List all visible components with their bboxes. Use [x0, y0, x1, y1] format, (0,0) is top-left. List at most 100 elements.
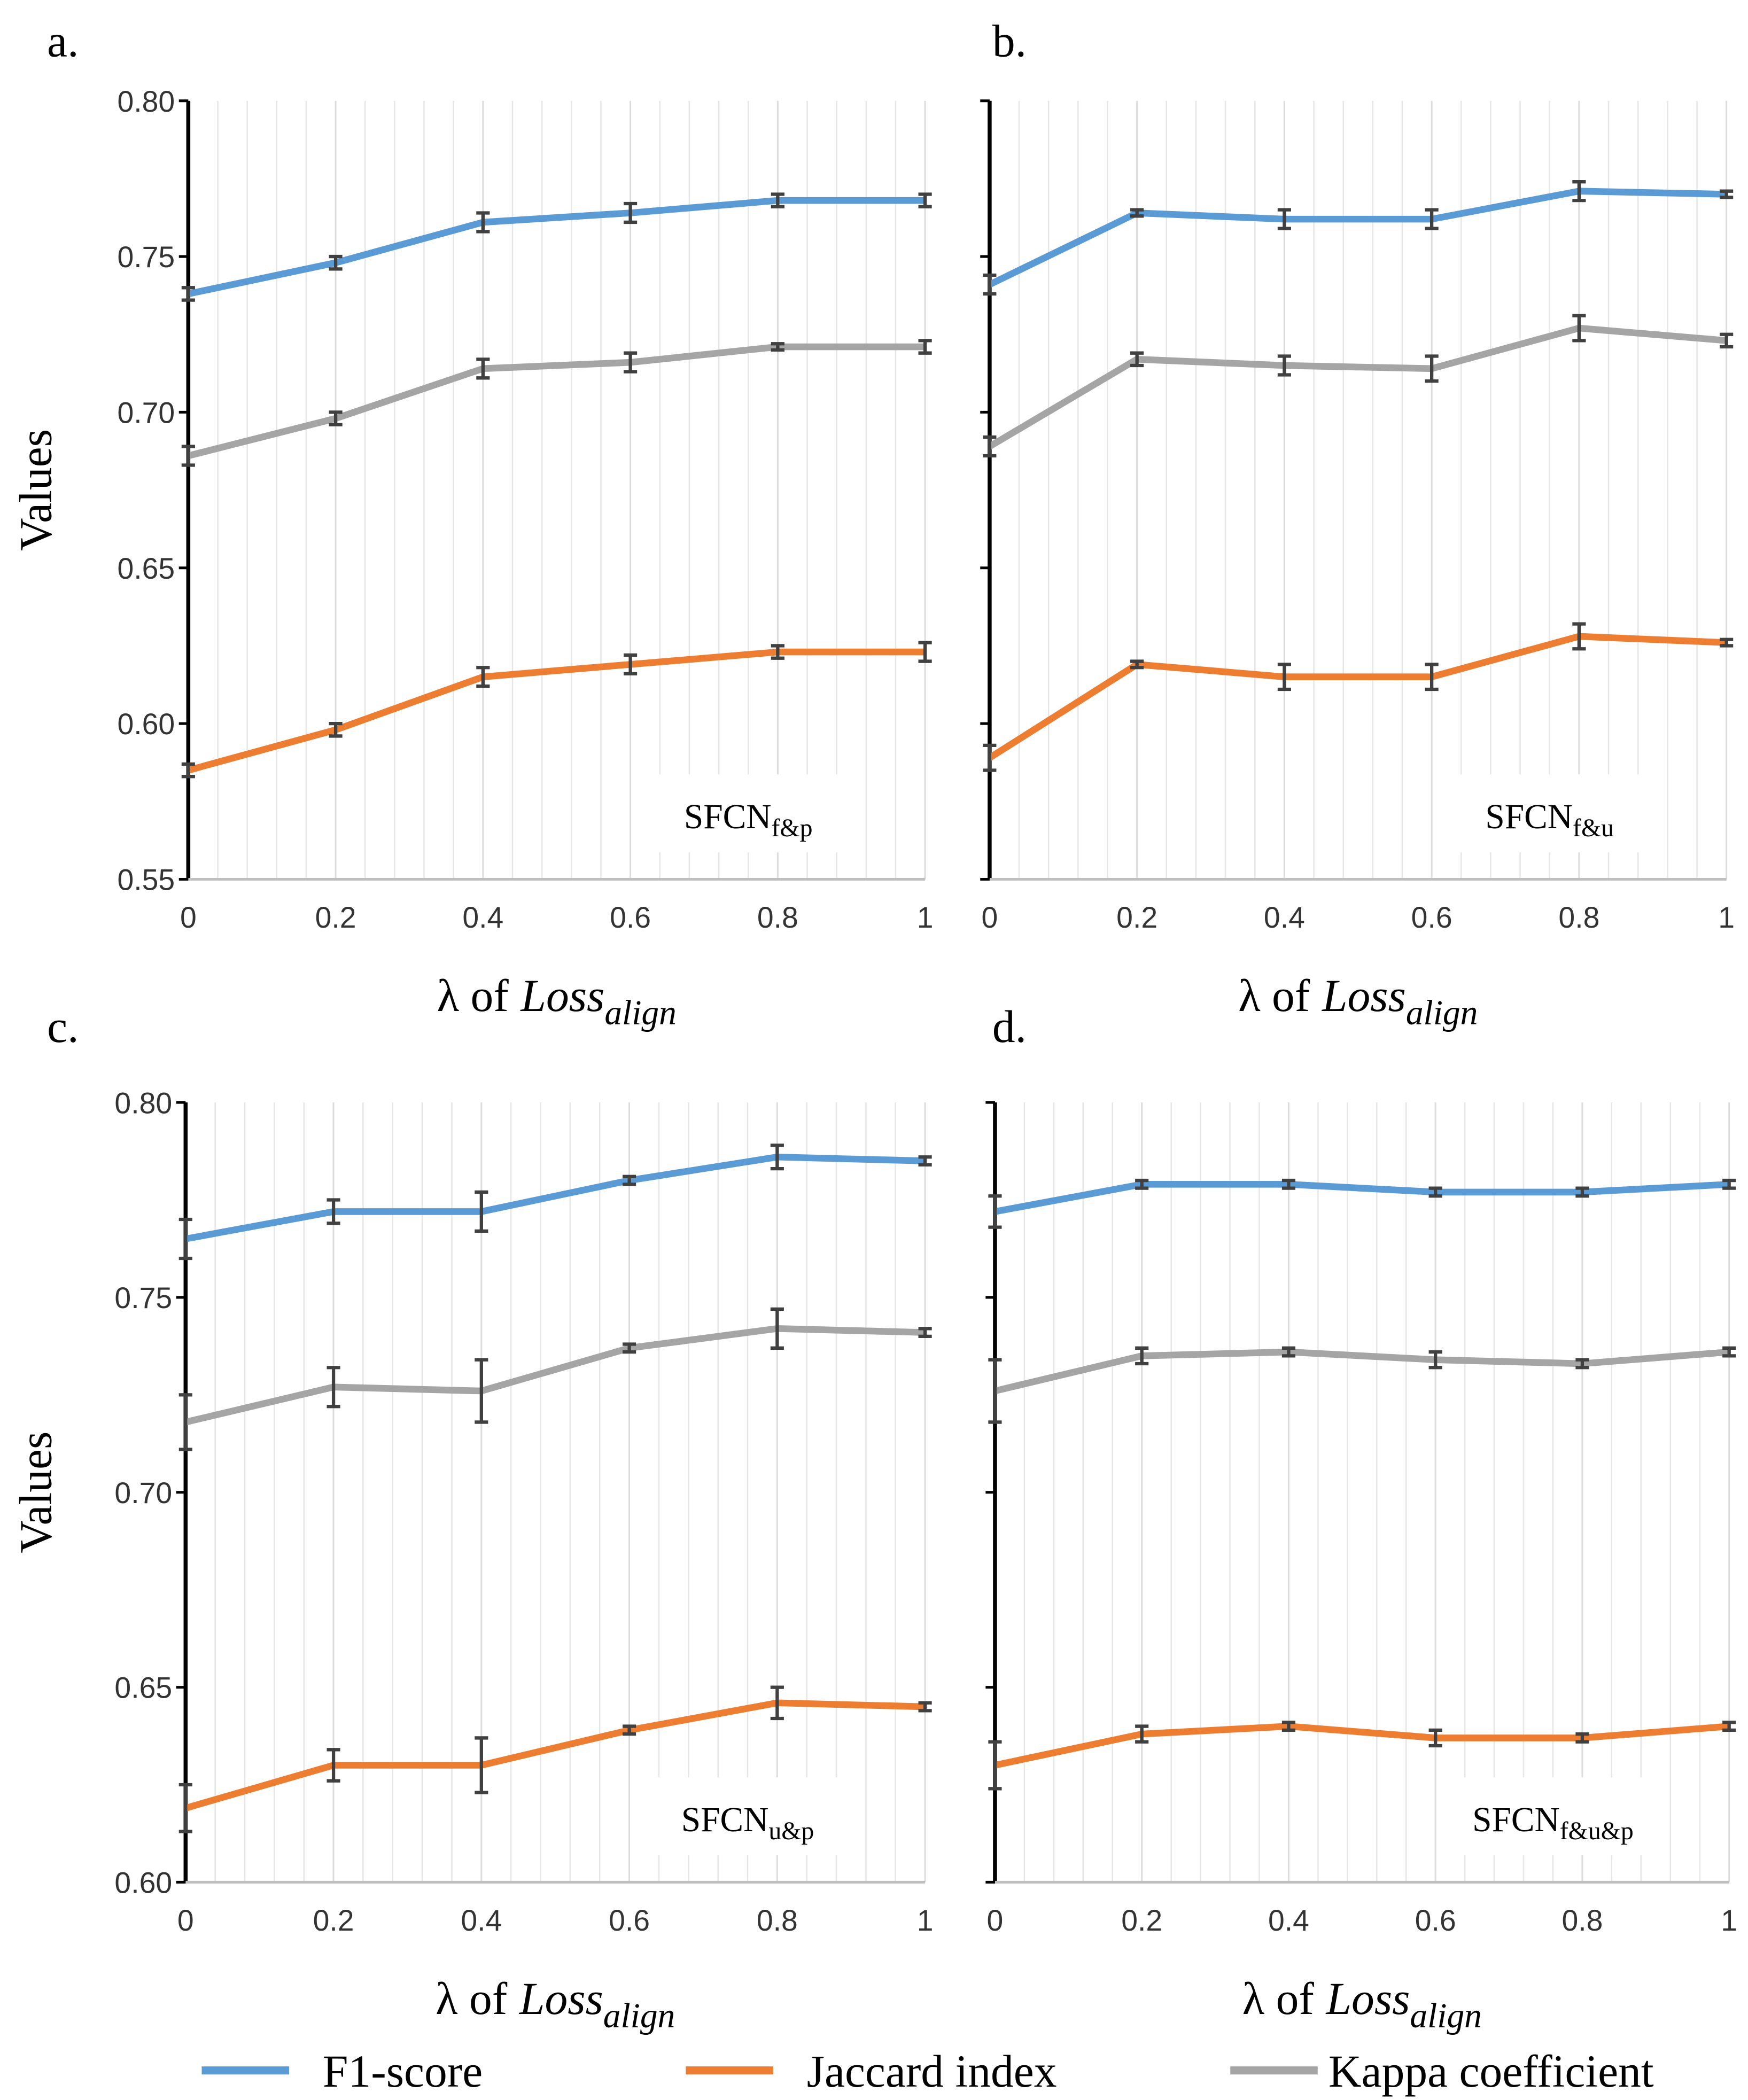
x-tick-label: 1 — [1718, 901, 1735, 934]
error-bar — [770, 1685, 784, 1721]
error-bar — [1281, 1721, 1296, 1732]
error-bar — [918, 1701, 932, 1713]
panel-label: c. — [47, 1001, 79, 1052]
error-bar — [475, 1358, 488, 1424]
y-tick-label: 0.80 — [114, 1086, 172, 1119]
x-label-sub: align — [603, 1997, 675, 2035]
annotation-sub: u&p — [768, 1817, 814, 1845]
error-bar — [1572, 314, 1586, 343]
error-bar — [476, 357, 490, 380]
x-axis-label: λ of Lossalign — [1238, 970, 1478, 1032]
x-tick-label: 1 — [917, 1904, 934, 1937]
x-tick-label: 0.4 — [1264, 901, 1305, 934]
error-bar — [1722, 1178, 1736, 1190]
error-bar — [1720, 637, 1734, 648]
series-line — [188, 197, 926, 298]
error-bar — [988, 1194, 1002, 1229]
error-bar — [624, 351, 638, 374]
error-bar — [623, 1175, 636, 1186]
annotation: SFCNf&p — [684, 798, 813, 842]
x-tick-label: 0.4 — [1268, 1904, 1309, 1937]
error-bar — [329, 254, 343, 271]
error-bar — [623, 1724, 636, 1736]
error-bar — [918, 1155, 932, 1167]
x-label-italic: Loss — [1322, 970, 1406, 1021]
error-bar — [1281, 1346, 1296, 1358]
annotation: SFCNf&u — [1485, 798, 1614, 842]
x-tick-label: 1 — [1721, 1904, 1737, 1937]
annotation-main: SFCN — [1485, 798, 1573, 836]
error-bar — [983, 435, 997, 458]
y-tick-label: 0.65 — [114, 1671, 172, 1705]
error-bar — [1277, 354, 1291, 377]
error-bar — [770, 1144, 784, 1171]
annotation-sub: f&p — [772, 814, 813, 842]
y-tick-label: 0.60 — [117, 707, 175, 741]
x-tick-label: 0 — [177, 1904, 194, 1937]
error-bar — [178, 1393, 192, 1451]
annotation-main: SFCN — [684, 798, 772, 836]
series-line — [187, 648, 926, 774]
error-bar — [771, 192, 784, 208]
error-bar — [1281, 1178, 1296, 1190]
series-line — [988, 633, 1727, 761]
error-bar — [1428, 1728, 1442, 1748]
error-bar — [329, 721, 343, 738]
error-bar — [1575, 1732, 1589, 1744]
y-tick-label: 0.55 — [117, 864, 175, 897]
error-bar — [327, 1198, 340, 1225]
x-label-text: λ of — [1238, 970, 1310, 1021]
x-label-sub: align — [604, 994, 676, 1032]
error-bar — [918, 1327, 932, 1339]
x-tick-label: 0.6 — [1415, 1904, 1456, 1937]
series-line — [184, 1699, 926, 1811]
error-bar — [181, 286, 195, 302]
error-bar — [178, 1217, 192, 1261]
y-axis-label: Values — [11, 429, 61, 551]
series-line — [187, 343, 926, 460]
y-tick-label: 0.75 — [114, 1281, 172, 1315]
error-bar — [327, 1366, 340, 1409]
x-tick-label: 0 — [180, 901, 197, 934]
x-tick-label: 0.2 — [1116, 901, 1157, 934]
error-bar — [983, 273, 997, 296]
error-bar — [988, 1740, 1002, 1791]
x-tick-label: 0.2 — [315, 901, 356, 934]
x-label-sub: align — [1406, 994, 1478, 1032]
x-label-italic: Loss — [1325, 1973, 1410, 2024]
series-line — [988, 324, 1727, 449]
error-bar — [181, 445, 195, 467]
error-bar — [1277, 663, 1291, 691]
error-bar — [476, 666, 490, 688]
panel-label: b. — [992, 16, 1027, 67]
y-tick-label: 0.60 — [114, 1866, 172, 1900]
series-line — [185, 1153, 926, 1242]
x-tick-label: 0.6 — [609, 1904, 650, 1937]
error-bar — [475, 1190, 488, 1233]
error-bar — [1130, 208, 1144, 218]
y-tick-label: 0.80 — [117, 85, 175, 118]
error-bar — [1572, 622, 1586, 651]
x-axis-label: λ of Lossalign — [1242, 1973, 1482, 2035]
error-bar — [181, 762, 195, 779]
error-bar — [1722, 1721, 1736, 1732]
x-tick-label: 0.4 — [462, 901, 503, 934]
x-tick-label: 0.6 — [1411, 901, 1452, 934]
annotation: SFCNu&p — [681, 1801, 814, 1845]
annotation: SFCNf&u&p — [1472, 1801, 1634, 1845]
x-label-text: λ of — [1242, 1973, 1315, 2024]
error-bar — [327, 1748, 340, 1783]
error-bar — [1722, 1346, 1736, 1358]
x-tick-label: 0.6 — [610, 901, 651, 934]
error-bar — [1135, 1724, 1149, 1744]
legend-label: F1-score — [323, 2046, 483, 2097]
x-tick-label: 0.2 — [1121, 1904, 1162, 1937]
annotation-box — [657, 774, 840, 853]
error-bar — [1428, 1350, 1442, 1370]
series-line — [994, 1181, 1730, 1215]
error-bar — [770, 1307, 784, 1350]
y-tick-label: 0.70 — [117, 396, 175, 430]
annotation-sub: f&u — [1573, 814, 1614, 842]
